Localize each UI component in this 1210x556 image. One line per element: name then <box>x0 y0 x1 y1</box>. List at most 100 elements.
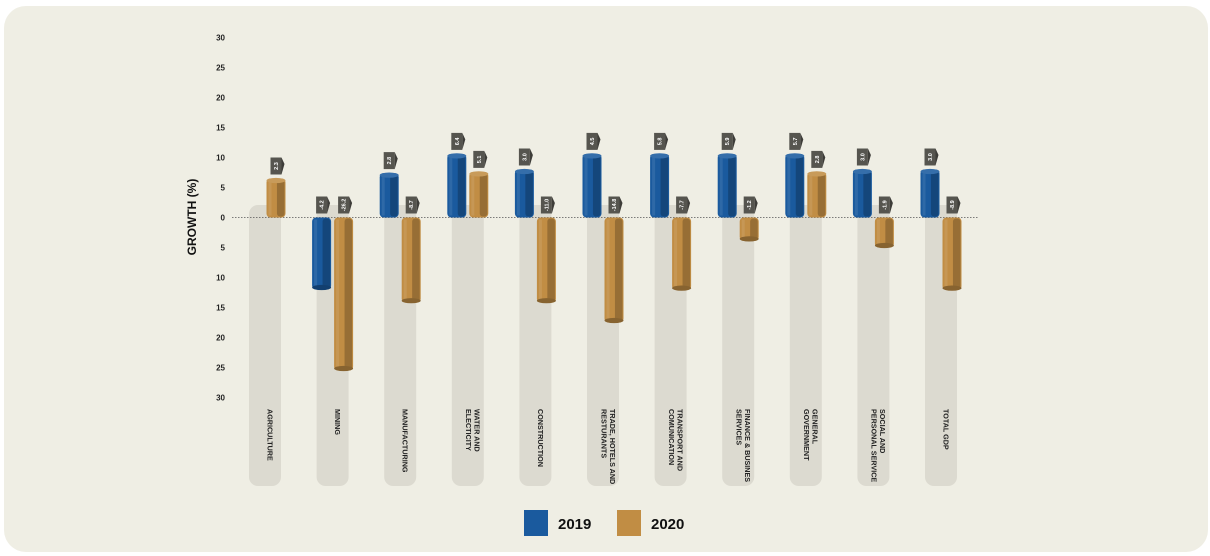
bar <box>874 217 894 249</box>
bar <box>920 168 940 218</box>
legend-swatch <box>617 510 641 536</box>
bar-shade <box>479 172 488 217</box>
data-label-text: 2.8 <box>815 156 821 164</box>
data-label-tag-fold <box>687 196 691 214</box>
bar-shade <box>412 218 420 302</box>
y-tick-label: 0 <box>221 214 226 223</box>
bar <box>514 168 534 218</box>
bar-shade <box>592 154 601 217</box>
data-label-text: -14.8 <box>612 199 618 212</box>
bar-cap <box>379 172 399 178</box>
bar-shade <box>660 154 669 217</box>
bar-highlight <box>268 180 272 216</box>
data-label-tag <box>811 150 823 168</box>
bar <box>942 217 962 291</box>
data-label-text: -11.0 <box>544 199 550 211</box>
bar-shade <box>817 172 826 217</box>
bar-shade <box>750 218 758 240</box>
data-label-tag <box>608 196 620 214</box>
y-tick-label: 10 <box>216 274 225 283</box>
data-label-tag <box>338 196 350 214</box>
bar <box>266 177 286 218</box>
category-column <box>722 205 755 486</box>
category-label: WATER AND <box>473 409 482 452</box>
bar <box>604 217 624 324</box>
data-label: 3.0 <box>518 148 533 166</box>
category-label: TOTAL GDP <box>942 409 951 450</box>
data-label-text: 6.4 <box>455 137 461 146</box>
data-label-tag-fold <box>462 132 466 150</box>
data-label: -1.2 <box>743 196 758 214</box>
bar-highlight <box>314 219 318 288</box>
category-label: FINANCE & BUSINES <box>743 409 752 482</box>
bar-highlight <box>809 173 813 216</box>
bar-highlight <box>606 219 610 321</box>
data-label: 5.9 <box>721 132 736 150</box>
bar-shade <box>457 154 466 217</box>
data-label: -11.0 <box>540 196 555 214</box>
bar-cap <box>717 153 737 159</box>
data-label-tag <box>383 152 395 170</box>
data-label-tag-fold <box>349 196 353 214</box>
category-column <box>451 205 484 486</box>
bar <box>312 217 332 291</box>
data-label-tag-fold <box>935 148 939 166</box>
category-label: MANUFACTURING <box>401 409 410 473</box>
bar <box>739 217 759 242</box>
bar-highlight <box>741 219 745 239</box>
bar <box>536 217 556 304</box>
data-label: 5.8 <box>654 132 669 150</box>
bar-cap <box>650 153 670 159</box>
data-label: 4.5 <box>586 132 601 150</box>
data-label: 3.0 <box>856 148 871 166</box>
data-label-tag-fold <box>281 157 285 175</box>
category-label: MINING <box>333 409 342 435</box>
data-label: -8.7 <box>405 196 420 214</box>
category-column <box>789 205 822 486</box>
bar-shade <box>525 170 533 217</box>
data-label-tag-fold <box>754 196 758 214</box>
bar <box>807 171 827 218</box>
data-label-tag <box>540 196 552 214</box>
data-label-text: 4.5 <box>590 138 596 146</box>
bar-shade <box>547 218 555 302</box>
bar-shade <box>322 218 331 289</box>
data-label-tag-fold <box>867 148 871 166</box>
bar-highlight <box>538 219 542 301</box>
bar <box>785 153 805 218</box>
bar-cap <box>942 285 962 291</box>
bar-highlight <box>584 155 588 216</box>
data-label-text: -1.2 <box>747 200 753 209</box>
data-label-tag <box>878 196 890 214</box>
category-label: RESTURANTS <box>599 409 608 458</box>
bar-cap <box>604 317 624 324</box>
data-label-tag <box>473 150 485 168</box>
data-label-text: 2.3 <box>274 162 280 170</box>
data-label: 3.0 <box>924 148 939 166</box>
legend-swatch <box>524 510 548 536</box>
bar-cap <box>447 153 467 159</box>
bar-cap <box>874 242 894 249</box>
bar-highlight <box>381 175 385 216</box>
bar-shade <box>276 179 285 217</box>
data-label-tag <box>743 196 755 214</box>
legend-label: 2019 <box>558 516 591 533</box>
data-label: -1.9 <box>878 196 893 214</box>
data-label: -4.2 <box>316 196 331 214</box>
data-label-text: -7.7 <box>680 200 686 209</box>
data-label-text: -4.2 <box>320 200 326 209</box>
bar-highlight <box>922 171 926 216</box>
y-axis-label: GROWTH (%) <box>185 179 199 256</box>
bar <box>672 217 692 291</box>
data-label-tag-fold <box>484 150 488 168</box>
y-tick-label: 25 <box>216 64 225 73</box>
bar-shade <box>344 218 353 370</box>
bar-highlight <box>674 219 678 289</box>
data-label-tag <box>405 196 417 214</box>
bar-shade <box>390 174 398 217</box>
bar-cap <box>582 153 602 159</box>
data-label: 5.1 <box>473 150 488 168</box>
data-label-tag-fold <box>327 196 331 214</box>
bar-shade <box>614 218 623 322</box>
bar-shade <box>952 218 961 290</box>
